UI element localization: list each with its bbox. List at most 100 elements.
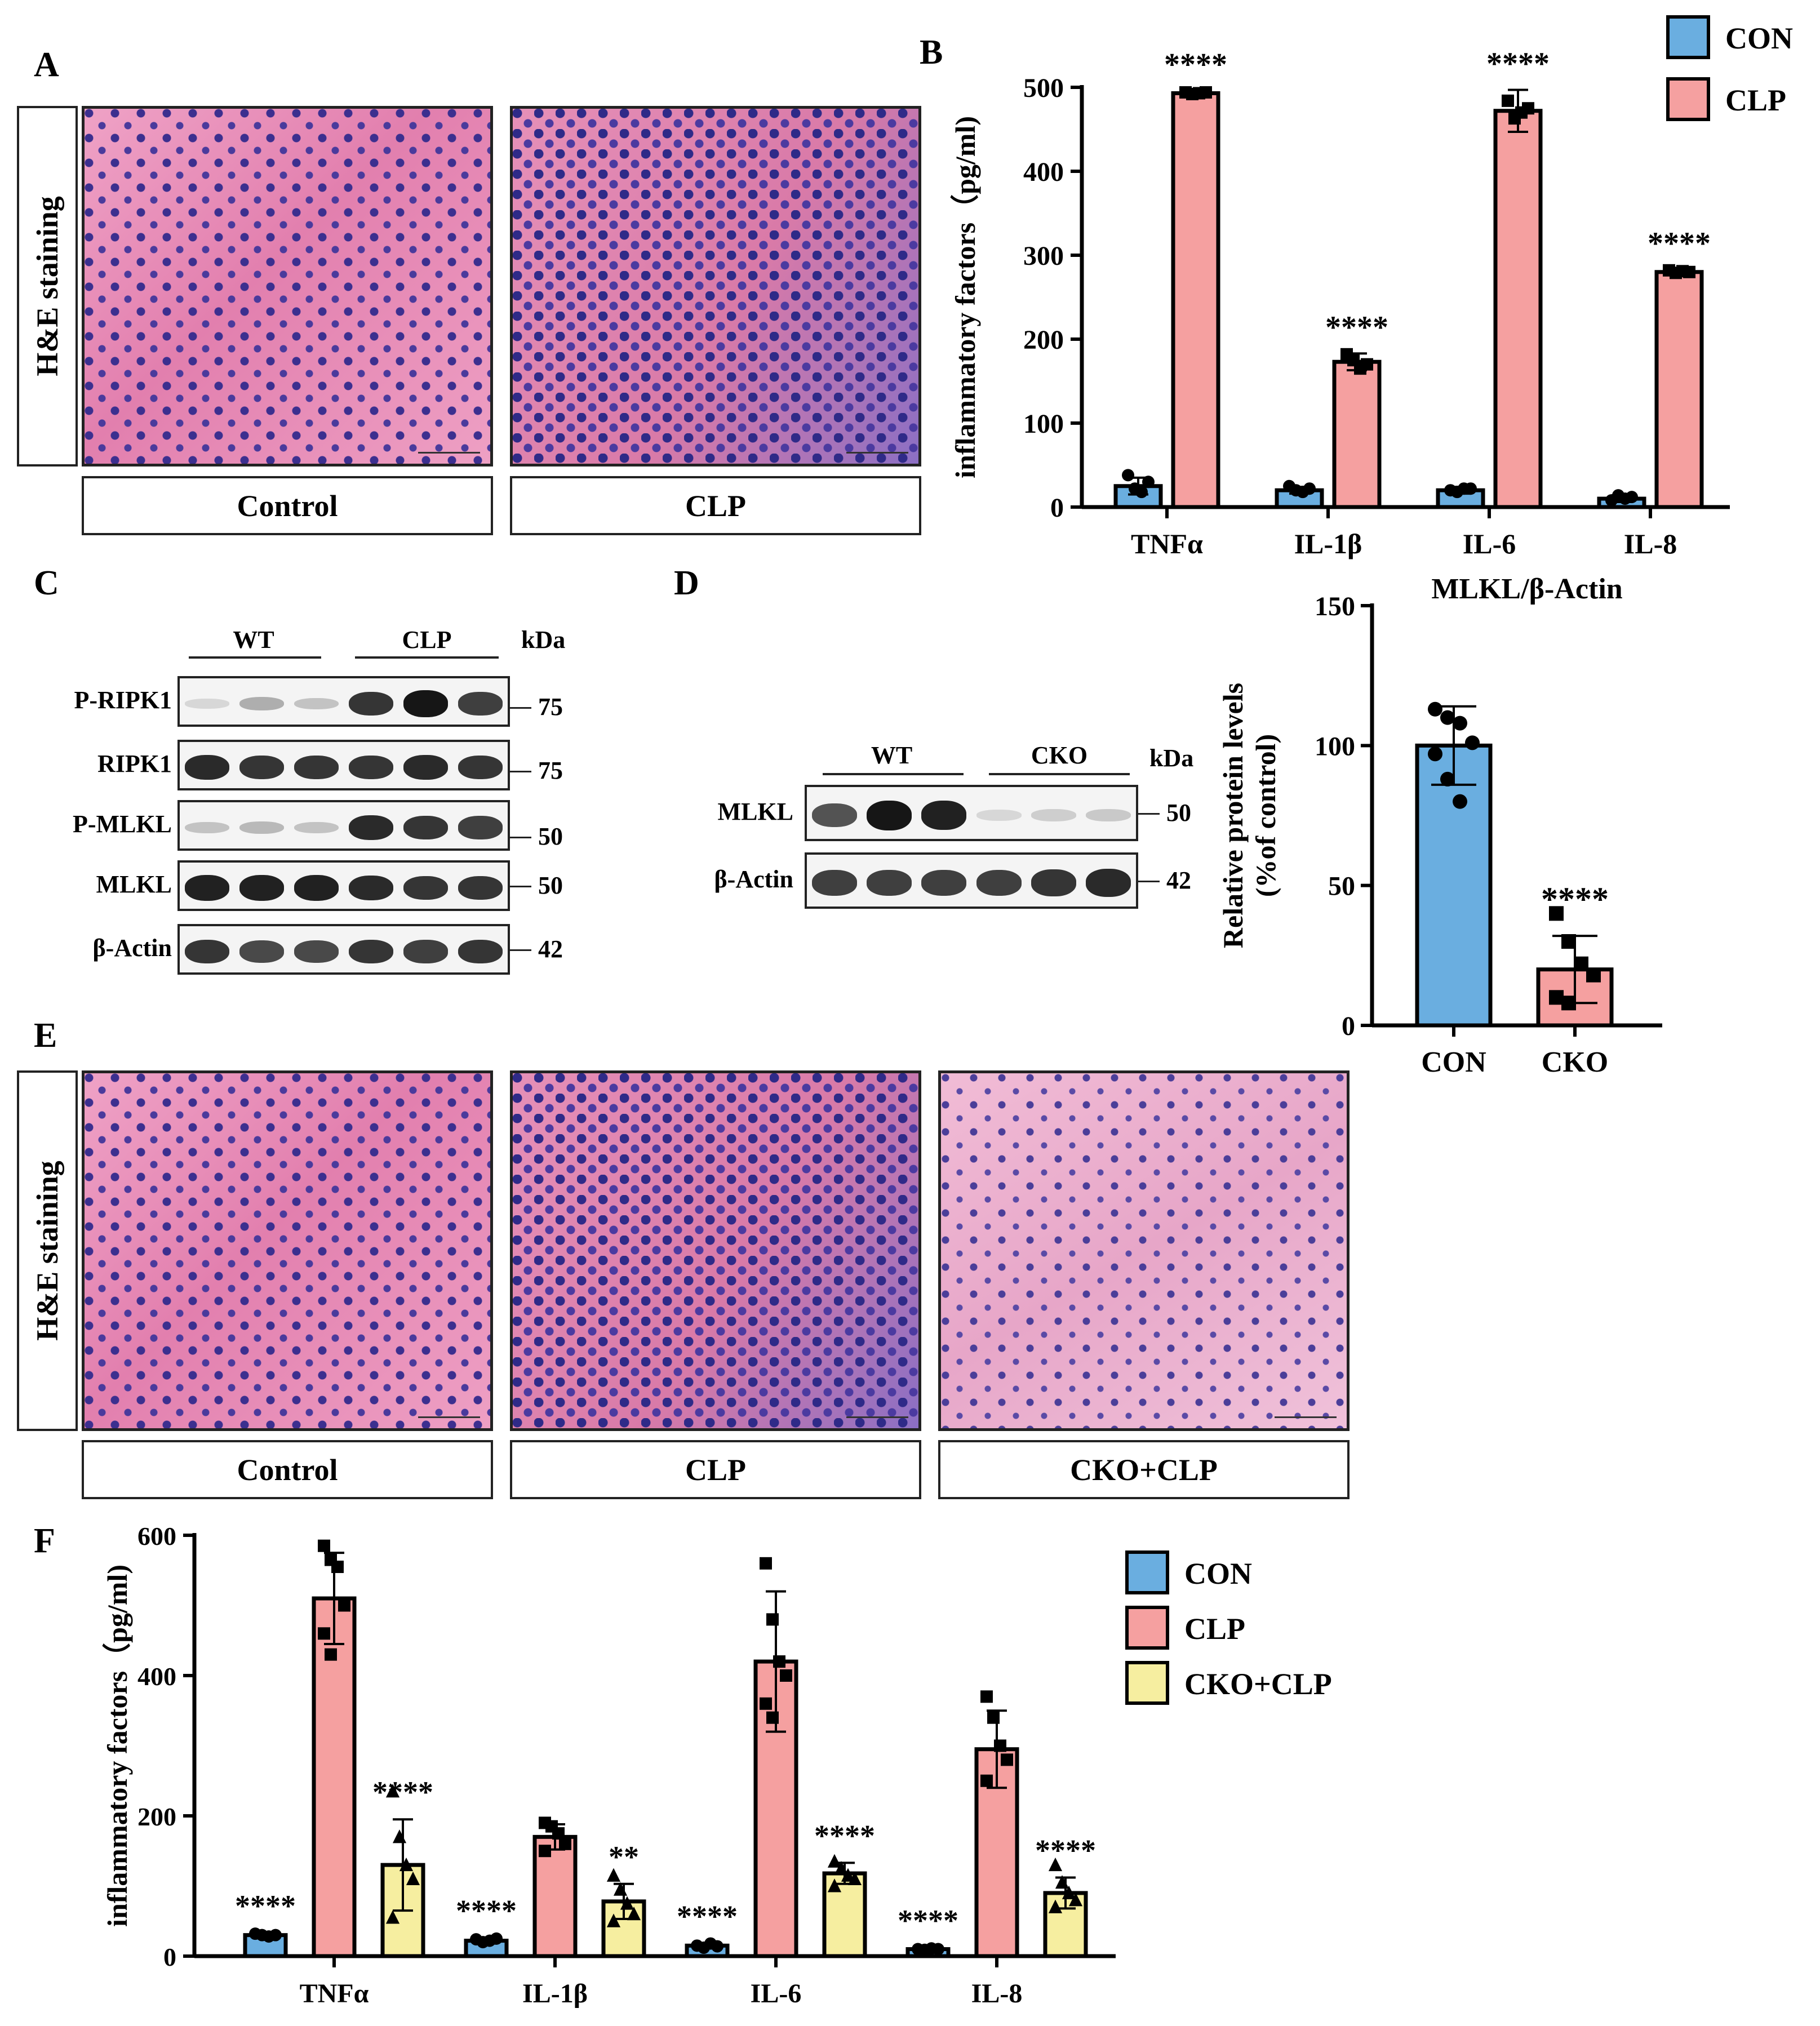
blot-c-kda-value: 75: [538, 693, 563, 721]
blot-c-band: [348, 875, 394, 901]
data-point: [1048, 1899, 1063, 1913]
legend-label: CLP: [1725, 83, 1786, 117]
significance-label: ****: [1164, 47, 1227, 82]
blot-d-band: [1086, 869, 1131, 897]
histology-clp-e: [510, 1070, 921, 1431]
blot-c-band: [348, 691, 394, 716]
x-tick-label: CKO: [1542, 1046, 1608, 1078]
blot-c-kda-value: 50: [538, 823, 563, 850]
group-label-clp-e: CLP: [510, 1440, 921, 1499]
significance-label: ****: [1325, 310, 1388, 345]
blot-c-band: [348, 755, 394, 780]
blot-d-band: [1031, 869, 1076, 896]
y-tick-label: 200: [137, 1802, 176, 1831]
x-tick-label: IL-6: [1463, 528, 1516, 559]
y-tick-label: 400: [1023, 157, 1064, 187]
data-point: [1465, 735, 1480, 750]
blot-c-band: [403, 815, 449, 840]
data-point: [1453, 794, 1467, 809]
legend-label: CKO+CLP: [1184, 1667, 1332, 1701]
blot-c-band: [184, 821, 230, 834]
data-point: [399, 1857, 414, 1872]
blot-c-band: [458, 939, 503, 964]
data-point: [1303, 482, 1316, 495]
data-point: [613, 1882, 628, 1896]
data-point: [773, 1655, 785, 1668]
data-point: [760, 1557, 772, 1570]
group-label-control-a: Control: [82, 476, 493, 535]
data-point: [1055, 1875, 1069, 1889]
blot-d-group-cko: CKO: [1031, 741, 1088, 769]
blot-c-band: [239, 755, 285, 780]
blot-c-blot-strip: [177, 800, 510, 851]
blot-c-band: [403, 876, 449, 900]
blot-d-band: [867, 870, 912, 896]
x-tick-label: IL-1β: [1294, 528, 1362, 559]
data-point: [318, 1627, 330, 1640]
blot-c-row-label: P-MLKL: [73, 810, 172, 838]
data-point: [539, 1845, 551, 1858]
blot-c-blot-strip: [177, 676, 510, 727]
blot-d-row-label: MLKL: [717, 798, 793, 825]
blot-c-kda-value: 75: [538, 757, 563, 784]
bar: [1415, 743, 1493, 1028]
blot-c-kda-tick: [510, 707, 531, 709]
legend-label: CLP: [1184, 1612, 1245, 1646]
data-point: [1142, 476, 1155, 488]
data-point: [606, 1868, 621, 1882]
chart-d: MLKL/β-Actin 0 50 100 150 Relative protein le…: [1217, 573, 1662, 1078]
blot-c-kda-tick: [510, 949, 531, 951]
data-point: [980, 1690, 993, 1703]
y-axis-label: inflammatory factors（pg/ml): [101, 1565, 133, 1927]
blot-d-row-label: β-Actin: [714, 865, 794, 893]
blot-c-band: [458, 816, 503, 839]
blot-d-kda-value: 50: [1166, 799, 1191, 827]
significance-label: ****: [677, 1900, 738, 1934]
data-point: [1683, 265, 1695, 278]
blot-c-row-label: P-RIPK1: [74, 686, 172, 714]
data-point: [1586, 967, 1601, 983]
bar: [1332, 359, 1382, 509]
blot-c-band: [348, 939, 394, 964]
significance-label: ****: [235, 1889, 296, 1923]
blot-d-band: [976, 870, 1022, 896]
blot-c-blot-strip: [177, 924, 510, 975]
data-point: [1062, 1885, 1076, 1899]
data-point: [1464, 482, 1477, 495]
blot-c-band: [458, 755, 503, 780]
blot-c-group-clp-line: [355, 656, 499, 659]
data-point: [1502, 94, 1514, 107]
bar: [1493, 109, 1543, 509]
data-point: [490, 1932, 503, 1945]
blot-d-kda-tick: [1138, 881, 1160, 882]
blot-d-group-wt-line: [823, 773, 964, 775]
data-point: [385, 1910, 400, 1924]
data-point: [1122, 469, 1134, 482]
y-tick-label: 300: [1023, 241, 1064, 271]
data-point: [1001, 1753, 1013, 1766]
data-point: [1200, 86, 1212, 99]
data-point: [1361, 358, 1373, 371]
blot-c-band: [403, 754, 449, 780]
blot-c-group-wt: WT: [233, 626, 274, 654]
legend-swatch: [1666, 15, 1710, 59]
legend-label: CON: [1725, 21, 1793, 55]
blot-c-row-label: MLKL: [96, 870, 172, 898]
data-point: [1135, 486, 1148, 499]
panel-label-f: F: [34, 1522, 55, 1560]
x-tick-label: IL-8: [1624, 528, 1677, 559]
data-point: [1626, 491, 1638, 504]
data-point: [1048, 1857, 1063, 1872]
blot-c-band: [184, 699, 230, 709]
blot-c-band: [294, 697, 339, 710]
data-point: [766, 1711, 779, 1724]
blot-c-kda-value: 50: [538, 872, 563, 899]
blot-c-group-clp: CLP: [402, 626, 452, 654]
data-point: [331, 1561, 344, 1574]
blot-c-blot-strip: [177, 740, 510, 790]
legend-swatch: [1125, 1606, 1169, 1650]
blot-c-band: [239, 874, 285, 901]
bar: [822, 1871, 867, 1958]
y-tick-label: 400: [137, 1662, 176, 1691]
group-label-cko-clp-e: CKO+CLP: [938, 1440, 1350, 1499]
